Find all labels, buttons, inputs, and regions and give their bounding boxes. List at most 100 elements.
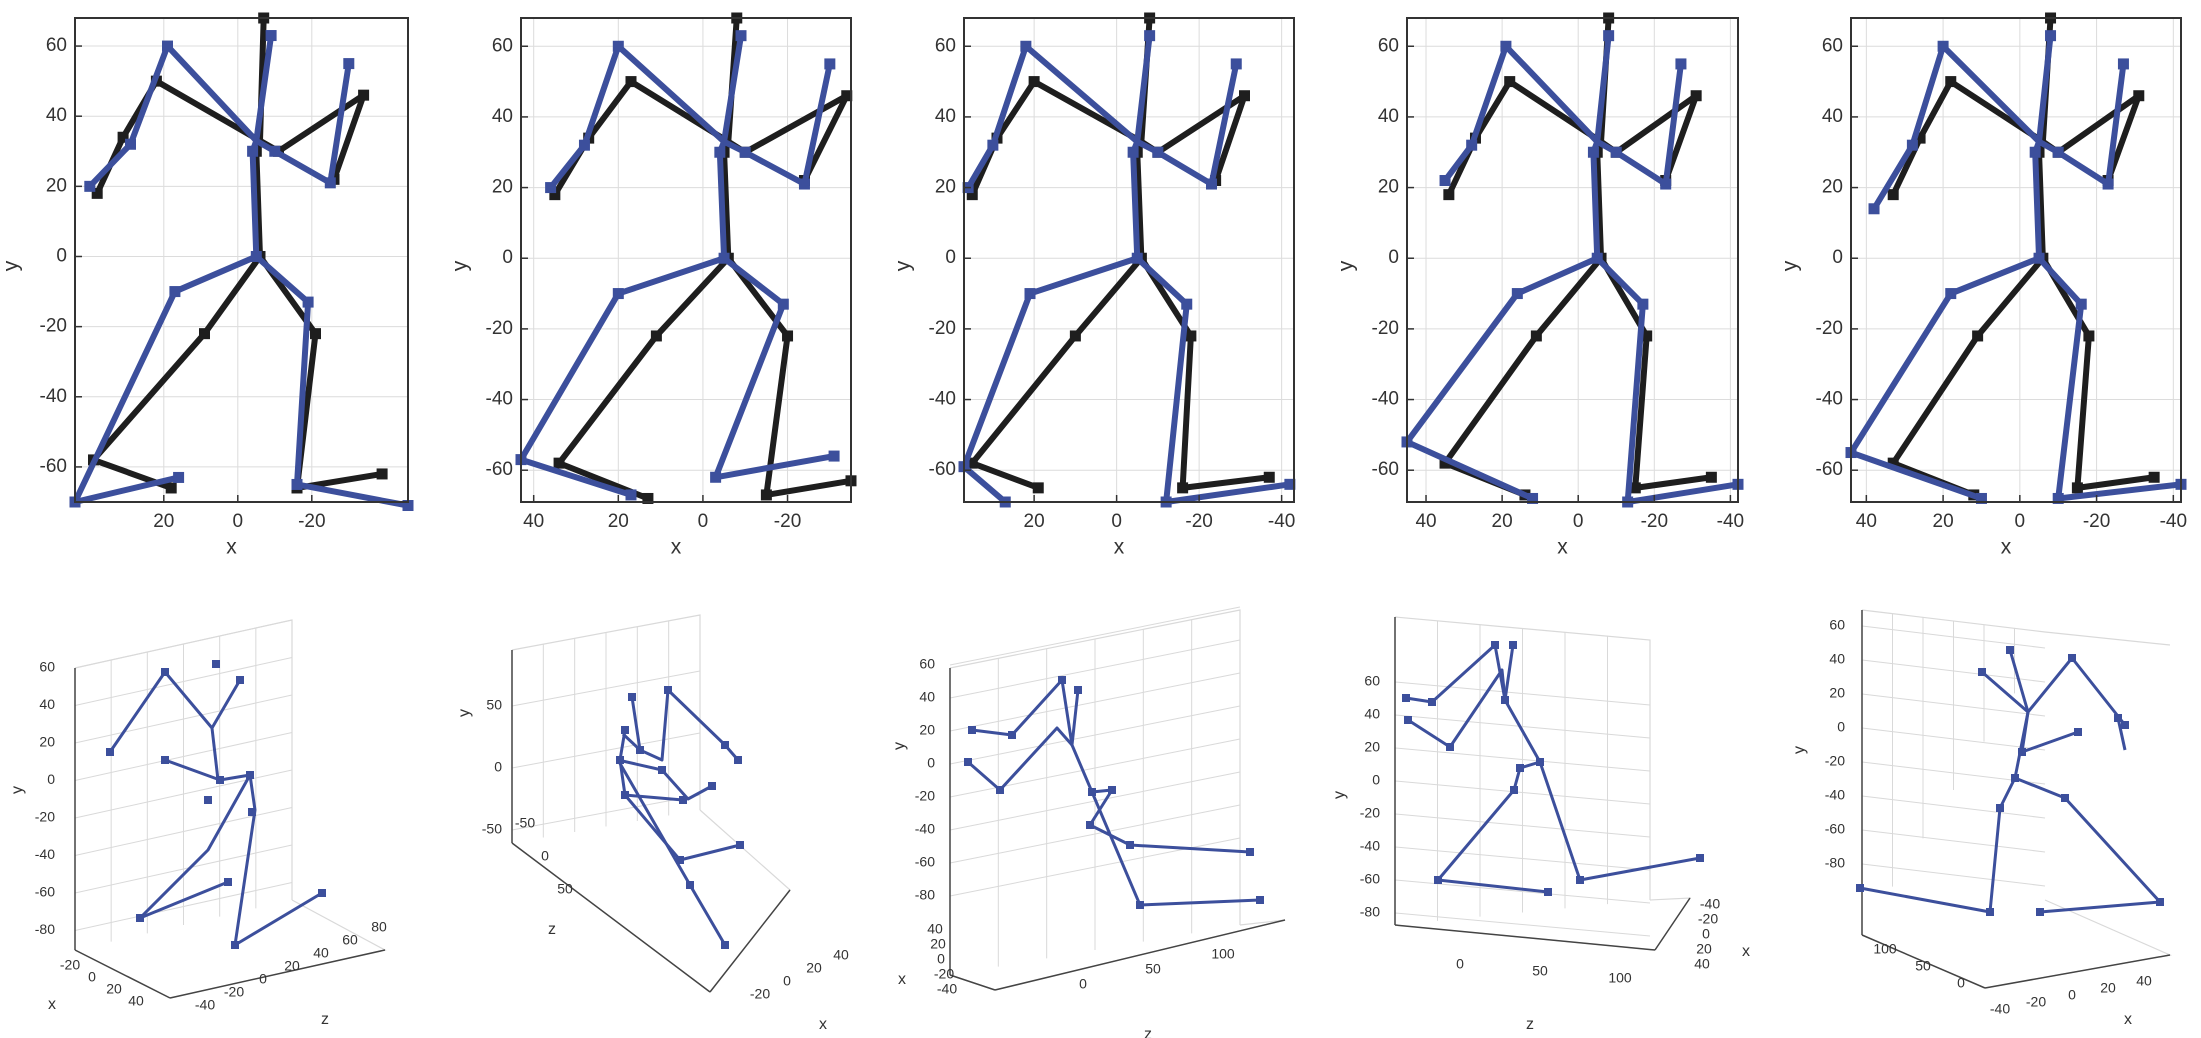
joint-marker-r_toe (1284, 478, 1296, 490)
joint-marker-r_toe (2148, 471, 2160, 483)
joint-marker-l_elb (1906, 139, 1918, 151)
y-axis-label: y (1779, 260, 1802, 271)
joint-marker (2068, 654, 2076, 662)
y-tick-label: 60 (935, 35, 956, 56)
y-tick-label: 40 (1364, 706, 1380, 722)
y-tick-label: 60 (1822, 35, 1843, 56)
y-tick-label: -40 (929, 389, 956, 410)
bone-r_ank-r_toe (2074, 474, 2158, 491)
bone-l_sho-l_elb (127, 43, 171, 148)
y-tick-label: 60 (919, 656, 935, 672)
projected-skeleton (964, 676, 1264, 909)
grid-line-horizontal (74, 769, 293, 819)
joint-marker (676, 856, 684, 864)
bone-chain (617, 758, 713, 801)
axis-tick-label: 20 (106, 981, 122, 997)
joint-marker (1986, 908, 1994, 916)
joint-marker-l_toe (1032, 482, 1044, 494)
bone-l_knee-l_ank (1442, 332, 1540, 467)
grid-line-horizontal (74, 694, 293, 744)
joint-marker-l_knee (1511, 288, 1523, 300)
bone-r_sho-r_elb (742, 92, 850, 156)
x-axis-label: x (226, 536, 237, 559)
y-tick-label: 40 (935, 106, 956, 127)
joint-marker (216, 776, 224, 784)
joint-marker-r_elb (324, 177, 336, 189)
y-tick-label: -20 (1825, 753, 1845, 769)
joint-marker (2011, 774, 2019, 782)
joint-marker-l_sho (1504, 76, 1516, 88)
y-tick-label: 20 (1829, 685, 1845, 701)
x-axis-label: x (2001, 536, 2012, 559)
joint-marker-l_elb (987, 139, 999, 151)
joint-marker (721, 941, 729, 949)
joint-marker (621, 726, 629, 734)
joint-marker-l_wri (1887, 189, 1899, 201)
joint-marker (1126, 841, 1134, 849)
bone-l_knee-l_ank (1890, 332, 1981, 467)
joint-marker (204, 796, 212, 804)
y-tick-label: -80 (915, 887, 935, 903)
bone-chain (108, 670, 242, 753)
axis-tick-label: 100 (1873, 941, 1897, 957)
joint-marker-head (1603, 30, 1615, 42)
axis-tick-label: -20 (750, 986, 770, 1002)
joint-marker-r_elb (1690, 90, 1702, 102)
joint-marker-l_toe (625, 489, 637, 501)
joint-marker-r_elb (1660, 178, 1672, 190)
grid-line-horizontal (1861, 693, 2046, 717)
y-tick-label: 0 (1388, 247, 1399, 268)
joint-marker-r_knee (310, 328, 321, 340)
axis-tick-label: -40 (195, 997, 215, 1013)
pose-2d-panel-1: 20 0 -20 60 40 20 0 -20 -40 -60 x y (0, 12, 414, 559)
pose-3d-panel-1: 60 40 20 0 -20 -40 -60 -80 -20 0 20 40 -40 -20 0 20 40 60… (9, 619, 387, 1028)
bone-chain (1436, 699, 1549, 894)
joint-marker-r_elb (2133, 90, 2145, 102)
x-tick-label: 20 (608, 511, 629, 532)
grid-line-horizontal (511, 794, 701, 831)
x-tick-label: -20 (298, 511, 325, 532)
y-tick-label: 20 (1378, 177, 1399, 198)
bone-r_knee-r_ank (712, 301, 787, 481)
joint-marker (2006, 646, 2014, 654)
joint-marker-l_sho (1937, 40, 1949, 52)
y-tick-label: 20 (39, 734, 55, 750)
x-tick-label: 0 (1111, 511, 1122, 532)
joint-marker (686, 881, 694, 889)
joint-marker-l_wri (1443, 189, 1455, 201)
joint-marker (224, 878, 232, 886)
y-tick-label: -40 (1816, 389, 1843, 410)
z-axis-line (709, 889, 791, 993)
joint-marker (1576, 876, 1584, 884)
grid-line-horizontal (1861, 829, 2046, 853)
y-tick-label: 60 (492, 35, 513, 56)
z-axis-label: z (1526, 1016, 1534, 1033)
prediction-skeleton (515, 30, 840, 501)
joint-marker-head (265, 30, 277, 42)
axis-tick-label: 0 (937, 951, 945, 967)
joint-marker-l_knee (1069, 330, 1081, 342)
floor-edge (1861, 899, 2173, 989)
y-tick-label: -20 (915, 788, 935, 804)
axis-tick-label: -20 (60, 957, 80, 973)
y-tick-label: 60 (1364, 673, 1380, 689)
bone-r_knee-r_ank (1632, 332, 1650, 491)
joint-marker-r_ank (1177, 482, 1189, 494)
y-tick-label: -40 (1825, 787, 1845, 803)
bone-l_elb-l_wri (86, 141, 134, 190)
grid-line-horizontal (949, 606, 1241, 666)
joint-marker-r_elb (798, 178, 810, 190)
x-tick-label: 0 (698, 511, 709, 532)
bone-chain (1981, 656, 2127, 726)
bone-chain (1070, 744, 1251, 854)
bone-r_knee-r_ank (763, 332, 791, 498)
bone-r_ank-r_toe (1163, 481, 1293, 505)
axis-tick-label: 40 (833, 947, 849, 963)
bone-neck-l_sho (153, 78, 263, 144)
joint-marker (161, 668, 169, 676)
bone-l_sho-l_elb (581, 43, 622, 149)
axes-frame (520, 17, 852, 503)
axis-tick-label: 80 (371, 919, 387, 935)
bone-l_elb-l_wri (965, 142, 996, 191)
